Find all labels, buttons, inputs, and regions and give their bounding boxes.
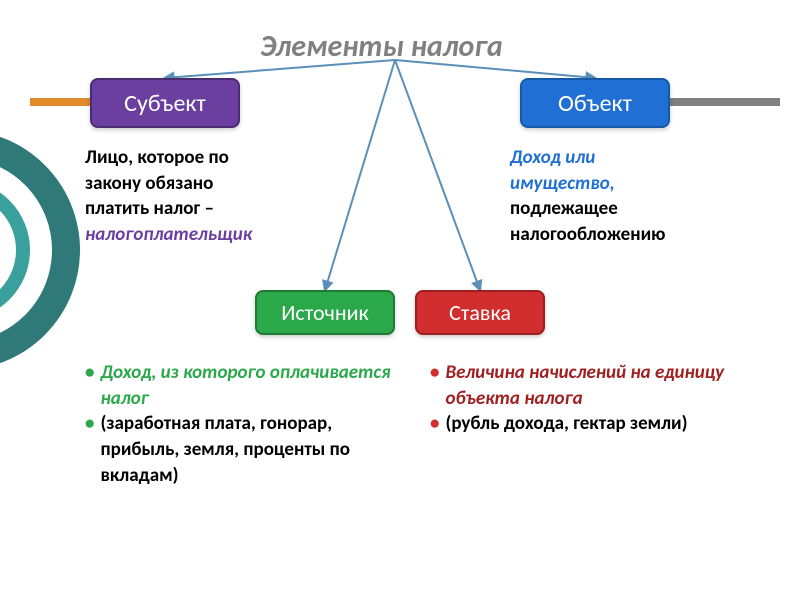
bullet-text: Доход, из которого оплачивается налог	[100, 360, 405, 411]
box-subject: Субъект	[90, 78, 240, 128]
desc-source: •Доход, из которого оплачивается налог•(…	[85, 360, 405, 488]
text-line: имущество,	[510, 171, 750, 197]
box-subject-label: Субъект	[124, 89, 206, 118]
bullet-row: •(заработная плата, гонорар, прибыль, зе…	[85, 411, 405, 488]
hbar-left	[30, 98, 90, 106]
bullet-row: •(рубль дохода, гектар земли)	[430, 411, 750, 437]
desc-rate: •Величина начислений на единицу объекта …	[430, 360, 750, 437]
diagram-title: Элементы налога	[260, 28, 503, 65]
box-source-label: Источник	[281, 299, 368, 326]
text-line: Доход или	[510, 145, 750, 171]
text-line: платить налог –	[85, 196, 325, 222]
bullet-dot: •	[85, 411, 94, 437]
bullet-dot: •	[430, 360, 439, 386]
text-line: закону обязано	[85, 171, 325, 197]
bullet-row: •Доход, из которого оплачивается налог	[85, 360, 405, 411]
text-line: налогоплательщик	[85, 222, 325, 248]
hbar-right	[670, 98, 780, 106]
desc-object: Доход илиимущество,подлежащееналогооблож…	[510, 145, 750, 248]
box-rate-label: Ставка	[449, 299, 511, 326]
bullet-text: (рубль дохода, гектар земли)	[445, 411, 687, 437]
bullet-text: Величина начислений на единицу объекта н…	[445, 360, 750, 411]
box-rate: Ставка	[415, 290, 545, 335]
desc-subject: Лицо, которое позакону обязаноплатить на…	[85, 145, 325, 248]
bullet-row: •Величина начислений на единицу объекта …	[430, 360, 750, 411]
bullet-dot: •	[85, 360, 94, 386]
bullet-text: (заработная плата, гонорар, прибыль, зем…	[100, 411, 405, 488]
bullet-dot: •	[430, 411, 439, 437]
box-object: Объект	[520, 78, 670, 128]
text-line: налогообложению	[510, 222, 750, 248]
box-source: Источник	[255, 290, 395, 335]
text-line: Лицо, которое по	[85, 145, 325, 171]
text-line: подлежащее	[510, 196, 750, 222]
box-object-label: Объект	[558, 89, 632, 118]
